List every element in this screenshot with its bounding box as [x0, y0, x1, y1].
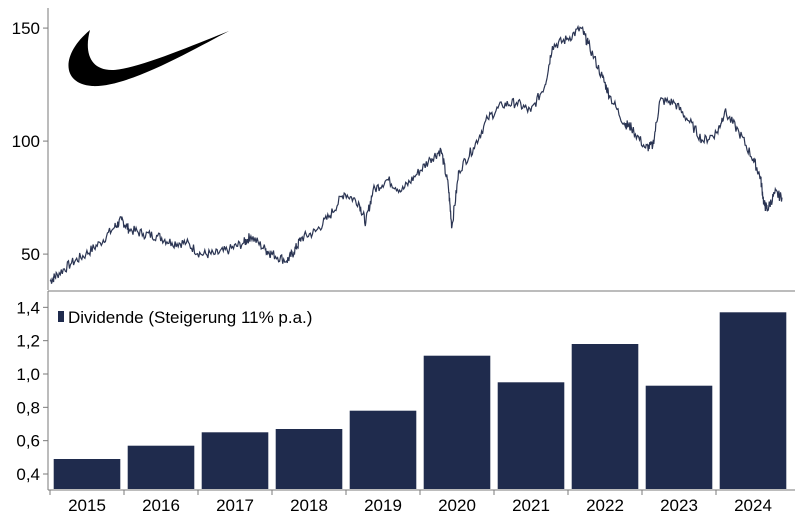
bottom-y-tick-label: 1,4 — [16, 298, 40, 317]
dividend-bar-2016 — [127, 445, 195, 489]
bottom-y-tick-label: 0,4 — [16, 465, 40, 484]
x-tick-label: 2023 — [660, 496, 698, 515]
x-tick-label: 2019 — [364, 496, 402, 515]
legend: Dividende (Steigerung 11% p.a.) — [58, 308, 312, 327]
price-line — [49, 24, 783, 284]
legend-label: Dividende (Steigerung 11% p.a.) — [68, 308, 312, 327]
dividend-bar-2019 — [349, 410, 417, 489]
x-tick-labels: 2015 2016 2017 2018 2019 2020 2021 2022 2023 2024 — [49, 490, 772, 515]
bottom-y-tick-label: 1,2 — [16, 332, 40, 351]
dividend-bar-2024 — [719, 312, 787, 489]
bottom-y-tick-label: 0,8 — [16, 398, 40, 417]
dividend-bar-2018 — [275, 429, 343, 489]
top-y-tick-label: 100 — [12, 132, 40, 151]
bottom-y-tick-label: 1,0 — [16, 365, 40, 384]
bottom-y-ticks: 1,4 1,2 1,0 0,8 0,6 0,4 — [16, 298, 48, 484]
dividend-bar-2022 — [571, 344, 639, 489]
x-tick-label: 2016 — [142, 496, 180, 515]
dividend-bar-2021 — [497, 382, 565, 489]
top-y-tick-label: 50 — [21, 245, 40, 264]
legend-swatch — [58, 311, 64, 322]
dividend-bar-2017 — [201, 432, 269, 489]
dividend-bar-2020 — [423, 355, 491, 489]
x-tick-label: 2021 — [512, 496, 550, 515]
top-y-ticks: 150 100 50 — [12, 19, 48, 264]
dividend-bar-2015 — [53, 459, 121, 489]
x-tick-label: 2024 — [734, 496, 772, 515]
bottom-y-tick-label: 0,6 — [16, 432, 40, 451]
x-tick-label: 2017 — [216, 496, 254, 515]
top-y-tick-label: 150 — [12, 19, 40, 38]
x-tick-label: 2020 — [438, 496, 476, 515]
x-tick-label: 2018 — [290, 496, 328, 515]
dividend-bar-2023 — [645, 385, 713, 489]
dividend-bars — [53, 312, 787, 489]
swoosh-logo-icon — [68, 30, 229, 87]
x-tick-label: 2022 — [586, 496, 624, 515]
x-tick-label: 2015 — [68, 496, 106, 515]
